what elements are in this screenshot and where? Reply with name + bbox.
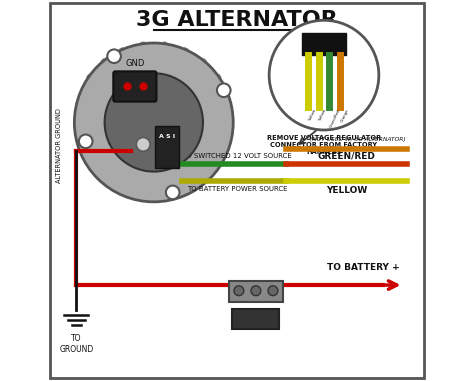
Text: TO
GROUND: TO GROUND <box>59 334 93 354</box>
Text: TO SWITCHED 12 VOLT SOURCE: TO SWITCHED 12 VOLT SOURCE <box>182 153 292 159</box>
Bar <box>302 33 346 56</box>
Bar <box>228 281 283 302</box>
Circle shape <box>166 186 180 199</box>
Circle shape <box>217 83 230 97</box>
Text: Yellow: Yellow <box>308 109 317 121</box>
Circle shape <box>268 286 278 296</box>
Text: Orange: Orange <box>340 109 350 123</box>
Text: A S I: A S I <box>159 134 175 139</box>
Text: GND: GND <box>125 59 145 67</box>
Text: ALTERNATOR GROUND: ALTERNATOR GROUND <box>56 108 62 182</box>
Text: Green/Red: Green/Red <box>329 109 342 129</box>
Circle shape <box>74 43 233 202</box>
Circle shape <box>137 138 150 151</box>
Text: TO BATTERY +: TO BATTERY + <box>327 263 400 272</box>
FancyBboxPatch shape <box>113 71 156 102</box>
Circle shape <box>79 134 92 148</box>
Text: 3G ALTERNATOR: 3G ALTERNATOR <box>136 10 338 30</box>
Bar <box>232 309 279 328</box>
Text: Yellow: Yellow <box>319 109 328 121</box>
Text: YELLOW: YELLOW <box>326 186 367 195</box>
Circle shape <box>234 286 244 296</box>
Text: TO BATTERY POWER SOURCE: TO BATTERY POWER SOURCE <box>187 186 287 192</box>
Circle shape <box>251 286 261 296</box>
Text: GREEN/RED: GREEN/RED <box>318 151 375 160</box>
Bar <box>155 126 179 168</box>
Text: (NOT USED W/ 3G ALTERNATOR): (NOT USED W/ 3G ALTERNATOR) <box>310 137 405 142</box>
Circle shape <box>107 50 121 63</box>
Text: REMOVE VOLTAGE REGULATOR
CONNECTOR FROM FACTORY
HARNESS: REMOVE VOLTAGE REGULATOR CONNECTOR FROM … <box>267 135 381 155</box>
Circle shape <box>105 73 203 171</box>
Circle shape <box>269 20 379 130</box>
